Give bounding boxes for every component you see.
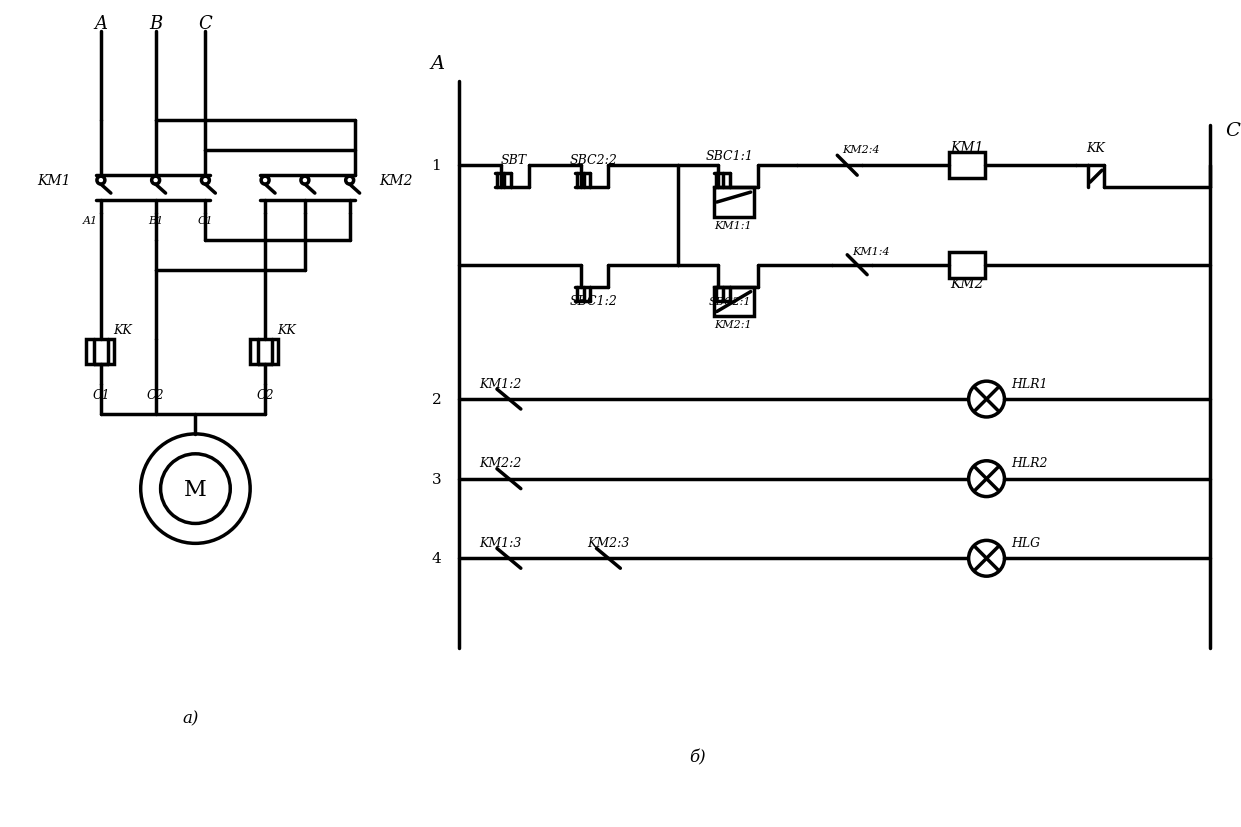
Text: C: C xyxy=(199,15,212,33)
Text: KM1:4: KM1:4 xyxy=(853,246,890,256)
Text: б): б) xyxy=(690,749,706,766)
Circle shape xyxy=(160,454,231,523)
Text: KM1:3: KM1:3 xyxy=(479,536,521,549)
Circle shape xyxy=(140,434,251,543)
Circle shape xyxy=(969,382,1004,418)
Circle shape xyxy=(97,177,105,185)
Circle shape xyxy=(261,177,269,185)
Bar xyxy=(251,340,278,365)
Bar xyxy=(948,252,984,279)
Circle shape xyxy=(969,461,1004,497)
Text: C1: C1 xyxy=(92,388,109,401)
Bar xyxy=(86,340,114,365)
Text: SBC1:1: SBC1:1 xyxy=(706,150,753,163)
Text: KM1:1: KM1:1 xyxy=(714,221,752,231)
Text: C2: C2 xyxy=(257,388,274,401)
Text: KM2:4: KM2:4 xyxy=(843,145,880,155)
Text: C1: C1 xyxy=(197,216,213,226)
Text: KM2:2: KM2:2 xyxy=(479,457,521,470)
Text: 1: 1 xyxy=(432,159,442,173)
Text: KM2: KM2 xyxy=(949,276,983,290)
Text: SBC2:2: SBC2:2 xyxy=(570,154,618,166)
Circle shape xyxy=(300,177,309,185)
Text: KK: KK xyxy=(113,323,132,337)
Text: KK: KK xyxy=(277,323,295,337)
Text: KM1: KM1 xyxy=(949,141,983,155)
Text: HLR2: HLR2 xyxy=(1011,457,1047,470)
Circle shape xyxy=(151,177,160,185)
Text: KM2:3: KM2:3 xyxy=(587,536,629,549)
Text: B: B xyxy=(149,15,163,33)
Text: 2: 2 xyxy=(432,393,442,407)
Circle shape xyxy=(346,177,354,185)
Text: SBC2:1: SBC2:1 xyxy=(709,296,751,306)
Text: KM2: KM2 xyxy=(380,174,413,188)
Text: KM1:2: KM1:2 xyxy=(479,377,521,390)
Text: KK: KK xyxy=(1087,141,1106,155)
Text: SBC1:2: SBC1:2 xyxy=(570,294,618,308)
Text: A: A xyxy=(94,15,108,33)
Circle shape xyxy=(969,541,1004,576)
Text: C: C xyxy=(1225,122,1240,141)
Text: SBT: SBT xyxy=(501,154,527,166)
Text: A1: A1 xyxy=(83,216,98,226)
Text: 4: 4 xyxy=(432,552,442,566)
Text: HLR1: HLR1 xyxy=(1011,377,1047,390)
Bar xyxy=(714,188,753,218)
Text: 3: 3 xyxy=(432,472,442,486)
Text: B1: B1 xyxy=(148,216,164,226)
Text: HLG: HLG xyxy=(1011,536,1040,549)
Text: M: M xyxy=(184,478,207,500)
Bar xyxy=(948,153,984,179)
Text: KM2:1: KM2:1 xyxy=(714,320,752,330)
Text: C2: C2 xyxy=(146,388,165,401)
Text: KM1: KM1 xyxy=(37,174,71,188)
Text: а): а) xyxy=(182,709,199,726)
Circle shape xyxy=(201,177,210,185)
Bar xyxy=(714,287,753,317)
Text: A: A xyxy=(431,55,444,73)
